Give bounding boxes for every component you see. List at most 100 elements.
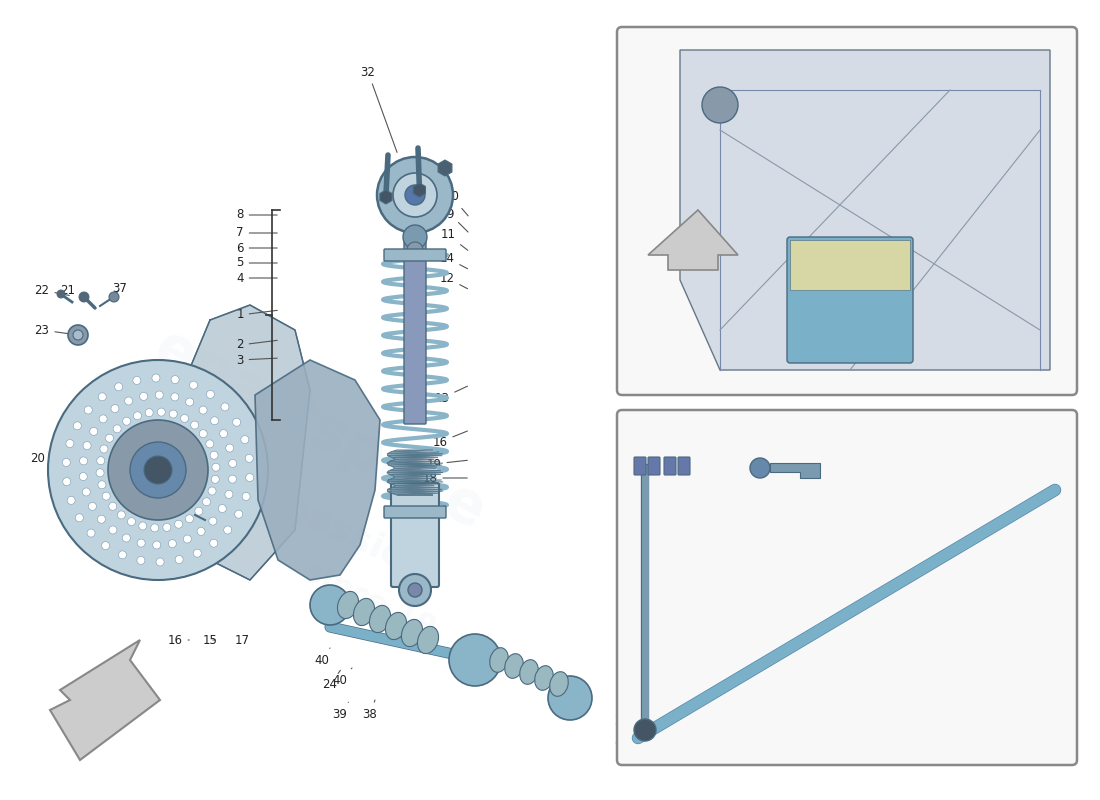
Circle shape — [144, 456, 172, 484]
Circle shape — [221, 403, 229, 411]
Text: 16: 16 — [432, 431, 468, 449]
Text: 22: 22 — [34, 283, 69, 297]
Text: 35: 35 — [1037, 366, 1067, 382]
Circle shape — [186, 514, 194, 522]
Ellipse shape — [490, 648, 508, 672]
Circle shape — [96, 469, 104, 477]
Text: epartspace: epartspace — [144, 318, 496, 542]
Circle shape — [229, 459, 236, 467]
Circle shape — [76, 514, 84, 522]
Circle shape — [133, 377, 141, 385]
Circle shape — [79, 292, 89, 302]
Circle shape — [79, 457, 88, 465]
Circle shape — [211, 475, 219, 483]
Circle shape — [124, 397, 133, 405]
Circle shape — [199, 406, 207, 414]
Circle shape — [750, 458, 770, 478]
Text: 30: 30 — [615, 734, 637, 746]
Text: 26: 26 — [652, 434, 669, 455]
Circle shape — [242, 493, 250, 501]
Ellipse shape — [505, 654, 524, 678]
Circle shape — [119, 551, 126, 559]
Circle shape — [399, 574, 431, 606]
Text: 23: 23 — [34, 323, 75, 337]
Text: since 19: since 19 — [299, 557, 441, 643]
Circle shape — [155, 391, 163, 399]
Polygon shape — [185, 305, 310, 580]
Circle shape — [74, 422, 81, 430]
Circle shape — [109, 292, 119, 302]
FancyBboxPatch shape — [390, 483, 439, 587]
Circle shape — [88, 502, 97, 510]
Circle shape — [245, 474, 254, 482]
Circle shape — [232, 418, 241, 426]
Circle shape — [63, 458, 70, 466]
Circle shape — [108, 420, 208, 520]
Text: 12: 12 — [440, 271, 467, 289]
Circle shape — [67, 496, 75, 504]
Circle shape — [113, 425, 121, 433]
Ellipse shape — [385, 613, 407, 639]
Circle shape — [79, 473, 87, 481]
Text: 3: 3 — [236, 354, 277, 366]
Text: 39: 39 — [332, 702, 349, 721]
Circle shape — [210, 417, 219, 425]
Circle shape — [172, 376, 179, 384]
Text: 14: 14 — [440, 251, 467, 269]
Text: 24: 24 — [322, 670, 340, 691]
Circle shape — [99, 415, 107, 423]
Circle shape — [139, 522, 146, 530]
Text: 32: 32 — [361, 66, 397, 152]
FancyBboxPatch shape — [786, 237, 913, 363]
Circle shape — [170, 393, 179, 401]
Circle shape — [212, 463, 220, 471]
Text: a passion: a passion — [245, 474, 434, 586]
Ellipse shape — [418, 626, 439, 654]
Circle shape — [84, 442, 91, 450]
Text: 38: 38 — [363, 700, 377, 721]
Text: 18: 18 — [422, 471, 468, 485]
Circle shape — [111, 405, 119, 413]
FancyBboxPatch shape — [678, 457, 690, 475]
Ellipse shape — [338, 591, 359, 618]
Circle shape — [157, 408, 165, 416]
Circle shape — [403, 225, 427, 249]
Text: 21: 21 — [60, 283, 82, 297]
FancyBboxPatch shape — [664, 457, 676, 475]
Polygon shape — [255, 360, 380, 580]
Ellipse shape — [402, 619, 422, 646]
Circle shape — [97, 457, 104, 465]
Circle shape — [118, 511, 125, 519]
Circle shape — [152, 374, 160, 382]
Text: 33: 33 — [141, 523, 162, 537]
FancyBboxPatch shape — [617, 410, 1077, 765]
Circle shape — [548, 676, 592, 720]
Polygon shape — [770, 463, 820, 478]
Circle shape — [175, 520, 183, 528]
Polygon shape — [648, 210, 738, 270]
Circle shape — [98, 515, 106, 523]
Text: 15: 15 — [202, 634, 218, 646]
Circle shape — [405, 185, 425, 205]
Circle shape — [407, 242, 424, 258]
Circle shape — [163, 523, 170, 531]
Circle shape — [106, 434, 113, 442]
Text: 1: 1 — [236, 309, 277, 322]
Circle shape — [98, 481, 106, 489]
Circle shape — [234, 510, 243, 518]
Circle shape — [241, 436, 249, 444]
Circle shape — [202, 498, 210, 506]
Circle shape — [245, 454, 253, 462]
Circle shape — [109, 526, 117, 534]
Circle shape — [206, 440, 213, 448]
Text: 7: 7 — [236, 226, 277, 239]
Text: 16: 16 — [167, 634, 189, 646]
Circle shape — [128, 518, 135, 526]
Circle shape — [207, 390, 215, 398]
Ellipse shape — [519, 660, 538, 684]
Circle shape — [209, 517, 217, 525]
Polygon shape — [790, 240, 910, 290]
Circle shape — [189, 381, 198, 389]
Circle shape — [133, 412, 142, 420]
Text: 20: 20 — [31, 451, 87, 465]
